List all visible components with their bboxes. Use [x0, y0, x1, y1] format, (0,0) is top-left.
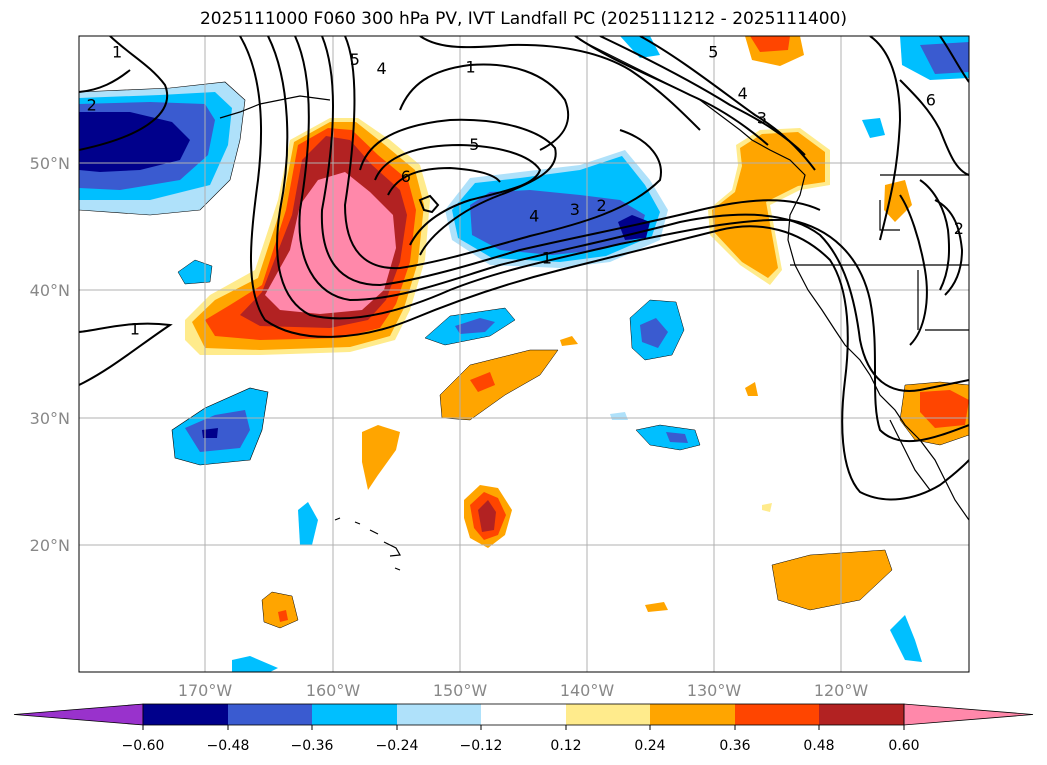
colorbar-bin [143, 704, 228, 725]
colorbar-tick-label: 0.36 [719, 738, 750, 754]
filled-pv-anomalies [79, 36, 969, 672]
colorbar: −0.60 −0.48 −0.36 −0.24 −0.12 0.12 0.24 … [13, 703, 1034, 754]
colorbar-bin [735, 704, 819, 725]
x-tick-label: 140°W [560, 681, 615, 700]
contour-label: 6 [401, 167, 411, 186]
x-axis-labels: 170°W 160°W 150°W 140°W 130°W 120°W [178, 681, 869, 700]
x-tick-label: 160°W [306, 681, 361, 700]
colorbar-tick-label: −0.24 [376, 738, 419, 754]
x-tick-label: 130°W [687, 681, 742, 700]
colorbar-bin [566, 704, 650, 725]
contour-label: 5 [469, 135, 479, 154]
colorbar-tick-label: −0.36 [291, 738, 334, 754]
contour-label: 1 [466, 58, 476, 77]
x-tick-label: 170°W [178, 681, 233, 700]
contour-label: 2 [954, 219, 964, 238]
contour-label: 4 [529, 206, 539, 225]
x-tick-label: 150°W [433, 681, 488, 700]
ivt-contours [79, 36, 969, 501]
colorbar-tick-label: −0.60 [122, 738, 165, 754]
contour-label: 3 [570, 200, 580, 219]
gridlines [79, 36, 969, 672]
colorbar-high-extend [903, 703, 1034, 726]
contour-label: 2 [87, 96, 97, 115]
coastlines [219, 39, 969, 571]
figure-title: 2025111000 F060 300 hPa PV, IVT Landfall… [199, 9, 847, 29]
plot-border [78, 35, 970, 673]
y-tick-label: 30°N [30, 409, 70, 428]
colorbar-tick-label: 0.12 [550, 738, 581, 754]
colorbar-bin [312, 704, 397, 725]
colorbar-bin [650, 704, 735, 725]
colorbar-tick-label: −0.12 [460, 738, 503, 754]
y-tick-label: 20°N [30, 536, 70, 555]
colorbar-low-extend [13, 703, 144, 726]
y-tick-label: 40°N [30, 281, 70, 300]
colorbar-bin [819, 704, 904, 725]
contour-label: 1 [112, 42, 122, 61]
colorbar-bin [481, 704, 566, 725]
contour-label: 1 [130, 320, 140, 339]
y-axis-labels: 20°N 30°N 40°N 50°N [30, 154, 70, 555]
contour-label: 3 [757, 108, 767, 127]
x-tick-label: 120°W [814, 681, 869, 700]
y-tick-label: 50°N [30, 154, 70, 173]
contour-label: 4 [377, 59, 387, 78]
colorbar-tick-label: −0.48 [207, 738, 250, 754]
contour-label: 2 [597, 196, 607, 215]
colorbar-tick-label: 0.24 [634, 738, 665, 754]
colorbar-bin [228, 704, 312, 725]
contour-label: 1 [542, 248, 552, 267]
contour-label: 6 [926, 91, 936, 110]
colorbar-tick-label: 0.60 [888, 738, 919, 754]
colorbar-tick-label: 0.48 [803, 738, 834, 754]
contour-label: 5 [708, 42, 718, 61]
contour-label: 4 [738, 84, 748, 103]
contour-label: 5 [350, 50, 360, 69]
colorbar-bin [397, 704, 481, 725]
